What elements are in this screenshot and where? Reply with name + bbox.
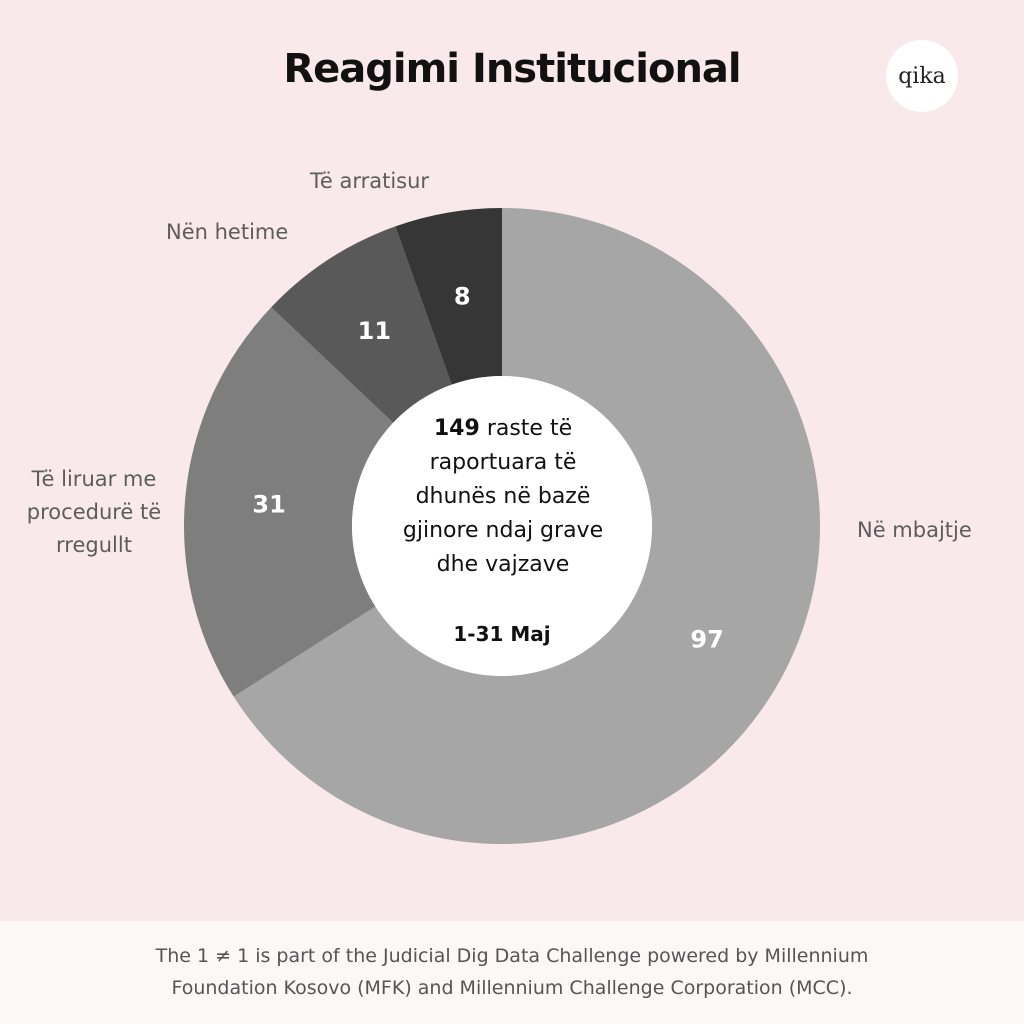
chart-title: Reagimi Institucional [283, 46, 741, 92]
donut-hole [352, 376, 652, 676]
donut-center-text: 149 raste të raportuara të dhunës në baz… [392, 412, 614, 582]
slice-nen-hetime [271, 226, 452, 423]
footer-credits: The 1 ≠ 1 is part of the Judicial Dig Da… [155, 945, 869, 999]
logo-text: qika [898, 63, 946, 89]
date-range: 1-31 Maj [453, 622, 551, 646]
slice-ne-mbajtje [233, 208, 820, 844]
slice-label-nen-hetime: Nën hetime [166, 220, 289, 244]
value-label-te-arratisur: 8 [454, 282, 471, 310]
qika-logo: qika [886, 40, 958, 112]
slice-label-te-liruar: Të liruar me procedurë të rregullt [26, 467, 162, 557]
value-label-ne-mbajtje: 97 [690, 626, 723, 654]
total-description: raste të raportuara të dhunës në bazë gj… [402, 416, 604, 577]
slice-label-te-arratisur: Të arratisur [310, 169, 430, 193]
slice-label-ne-mbajtje: Në mbajtje [857, 518, 972, 542]
footer-bar [0, 921, 1024, 1024]
total-count: 149 [433, 416, 480, 441]
slice-te-arratisur [395, 208, 502, 385]
value-label-nen-hetime: 11 [358, 317, 391, 345]
value-label-te-liruar-me-procedure-te-rregullt: 31 [252, 491, 285, 519]
slice-te-liruar-me-procedure-te-rregullt [183, 307, 394, 697]
